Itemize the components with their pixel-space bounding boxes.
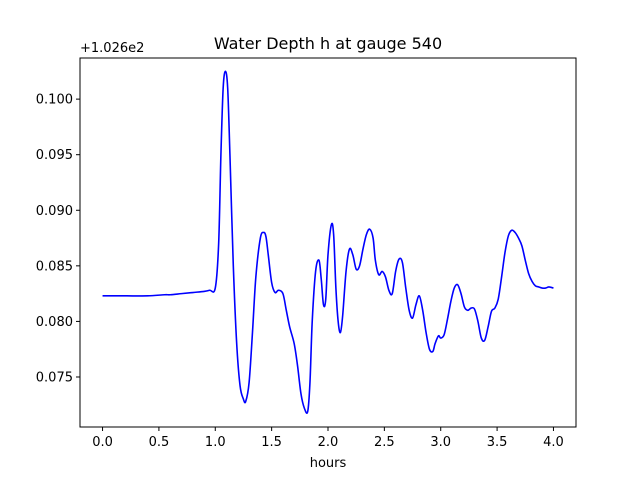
x-axis: 0.0 0.5 1.0 1.5 2.0 2.5 3.0 3.5 4.0 (92, 427, 564, 450)
y-tick-label: 0.085 (36, 259, 73, 274)
y-tick-label: 0.080 (36, 315, 73, 330)
series-line (102, 70, 554, 414)
x-tick-label: 4.0 (543, 435, 564, 450)
x-tick-label: 1.5 (261, 435, 282, 450)
x-tick-label: 0.5 (149, 435, 170, 450)
series-layer (102, 70, 554, 414)
x-tick-label: 1.0 (205, 435, 226, 450)
x-tick-label: 2.0 (318, 435, 339, 450)
y-tick-label: 0.090 (36, 204, 73, 219)
chart-title: Water Depth h at gauge 540 (214, 34, 442, 53)
plot-frame (79, 57, 577, 428)
x-axis-label: hours (310, 456, 347, 471)
x-tick-label: 3.0 (430, 435, 451, 450)
x-tick-label: 3.5 (487, 435, 508, 450)
y-tick-label: 0.075 (36, 370, 73, 385)
x-tick-label: 2.5 (374, 435, 395, 450)
x-tick-label: 0.0 (92, 435, 113, 450)
y-offset-label: +1.026e2 (80, 41, 144, 56)
y-tick-label: 0.100 (36, 93, 73, 108)
y-axis: 0.075 0.080 0.085 0.090 0.095 0.100 (36, 93, 80, 385)
y-tick-label: 0.095 (36, 148, 73, 163)
